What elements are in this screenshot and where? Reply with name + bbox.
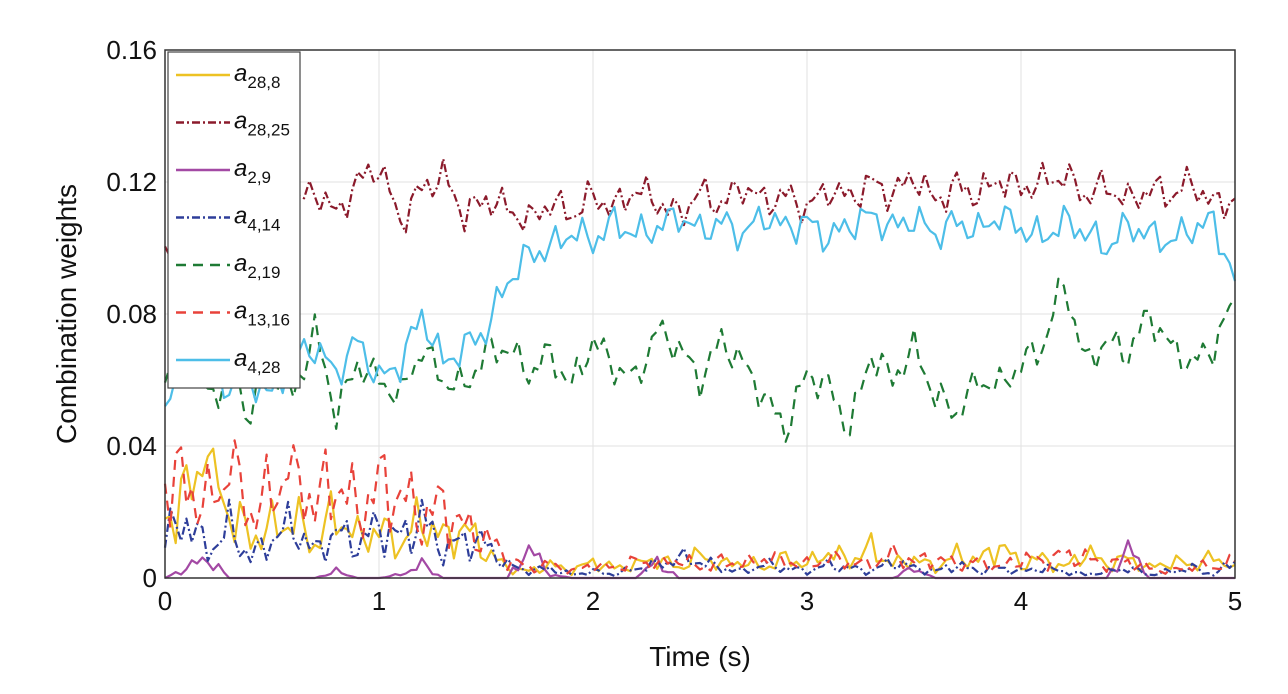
x-tick-label: 5 [1228,586,1242,616]
series-line-28-25 [164,157,1236,259]
legend-entry: a2,9 [234,155,271,187]
legend-subscript: 28,25 [247,121,290,140]
y-tick-label: 0.16 [106,35,157,65]
legend-symbol: a [234,108,247,135]
x-tick-label: 2 [586,586,600,616]
legend-symbol: a [234,203,247,230]
tick-labels: 0 1 2 3 4 5 0 0.04 0.08 0.12 0.16 [106,35,1242,616]
legend-subscript: 4,28 [247,358,280,377]
legend-subscript: 28,8 [247,73,280,92]
legend-symbol: a [234,345,247,372]
x-tick-label: 1 [372,586,386,616]
x-tick-label: 4 [1014,586,1028,616]
legend-entry: a2,19 [234,250,280,282]
x-axis-label: Time (s) [649,641,751,672]
legend-entry: a4,14 [234,203,280,235]
y-tick-label: 0.08 [106,299,157,329]
legend-symbol: a [234,250,247,277]
x-tick-label: 0 [158,586,172,616]
series-line-4-28 [164,204,1237,407]
series-line-13-16 [163,439,1236,576]
legend-entry: a4,28 [234,345,280,377]
y-tick-label: 0.04 [106,431,157,461]
series-line-4-14 [163,498,1236,578]
x-tick-label: 3 [800,586,814,616]
legend-symbol: a [234,155,247,182]
legend-symbol: a [234,298,247,325]
legend-subscript: 13,16 [247,311,290,330]
legend-subscript: 2,19 [247,263,280,282]
legend-subscript: 2,9 [247,168,271,187]
y-tick-label: 0.12 [106,167,157,197]
y-axis-label: Combination weights [51,184,82,444]
legend-subscript: 4,14 [247,216,280,235]
legend-entry: a28,8 [234,60,280,92]
plot-frame [164,49,1236,579]
y-tick-label: 0 [143,563,157,593]
legend-entry: a28,25 [234,108,290,140]
legend-entry: a13,16 [234,298,290,330]
legend-symbol: a [234,60,247,87]
legend-box [167,51,301,389]
